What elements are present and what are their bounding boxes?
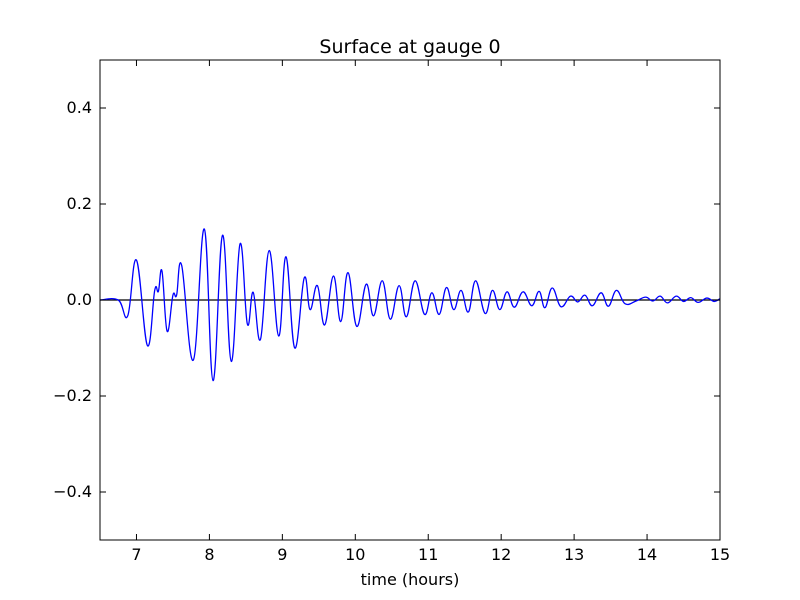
chart-title: Surface at gauge 0 — [319, 36, 500, 58]
x-tick-label: 11 — [418, 545, 438, 564]
y-tick-label: −0.4 — [53, 482, 92, 501]
x-tick-label: 8 — [204, 545, 214, 564]
x-tick-label: 12 — [491, 545, 511, 564]
x-tick-label: 10 — [345, 545, 365, 564]
x-tick-label: 9 — [277, 545, 287, 564]
x-axis-label: time (hours) — [361, 570, 460, 589]
series-line-0 — [99, 228, 721, 382]
x-tick-label: 7 — [131, 545, 141, 564]
y-tick-label: 0.2 — [67, 194, 92, 213]
x-tick-label: 13 — [564, 545, 584, 564]
x-tick-label: 14 — [637, 545, 657, 564]
y-tick-label: 0.4 — [67, 98, 92, 117]
y-tick-label: −0.2 — [53, 386, 92, 405]
plot-area: 7 8 9 10 11 12 13 14 15 0.4 0.2 0.0 −0.2 −0.4 — [53, 59, 730, 564]
x-tick-label: 15 — [710, 545, 730, 564]
y-tick-label: 0.0 — [67, 290, 92, 309]
